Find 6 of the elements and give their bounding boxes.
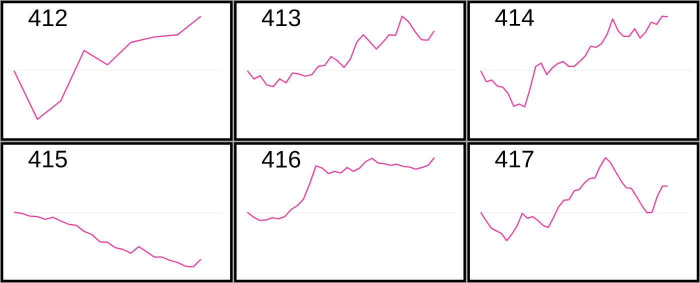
- chart-title: 417: [495, 150, 534, 168]
- chart-title: 415: [28, 150, 67, 168]
- chart-title: 413: [262, 9, 300, 26]
- chart-title: 414: [495, 9, 534, 26]
- chart-title: 412: [28, 9, 67, 26]
- chart-title: 416: [262, 150, 300, 168]
